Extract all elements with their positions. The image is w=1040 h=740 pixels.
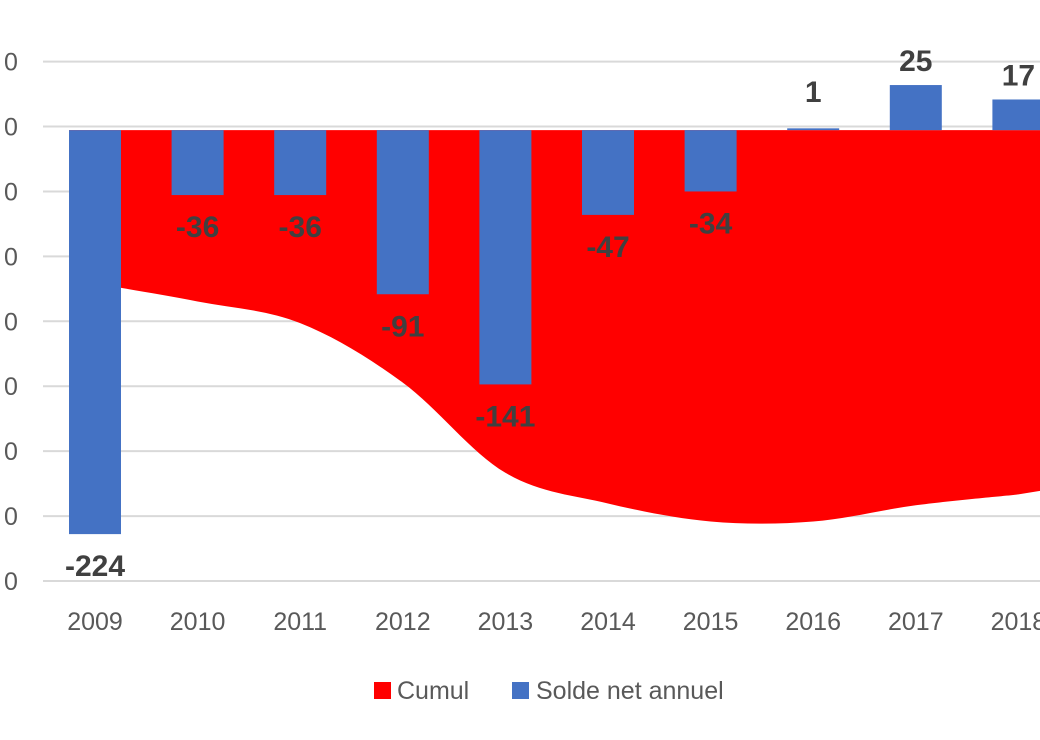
y-tick-label: 0: [4, 503, 18, 531]
data-label-2012: -91: [381, 310, 424, 343]
data-label-2015: -34: [689, 207, 733, 240]
bar-2016: [787, 128, 840, 131]
data-label-2014: -47: [586, 231, 629, 264]
data-label-2017: 25: [899, 45, 932, 78]
legend-swatch-solde-net-annuel: [512, 682, 529, 699]
data-label-2013: -141: [475, 400, 535, 433]
y-axis: 0 0 0 0 0 0 0 0 0: [4, 49, 18, 596]
bar-2015: [684, 130, 737, 192]
bar-2017: [889, 85, 942, 131]
bar-2009: [69, 130, 121, 535]
x-tick-label-2012: 2012: [375, 608, 431, 636]
y-tick-label: 0: [4, 49, 18, 77]
cumul-area-layer: [69, 130, 1040, 524]
data-label-2018: 17: [1002, 59, 1035, 92]
bar-layer: [69, 85, 1040, 535]
y-tick-label: 0: [4, 178, 18, 206]
x-tick-label-2018: 2018: [991, 608, 1040, 636]
bar-2012: [376, 130, 429, 295]
x-tick-label-2015: 2015: [683, 608, 739, 636]
x-tick-label-2011: 2011: [273, 608, 327, 636]
x-tick-label-2014: 2014: [580, 608, 636, 636]
bar-2013: [479, 130, 532, 385]
y-tick-label: 0: [4, 308, 18, 336]
legend-label-cumul: Cumul: [397, 677, 469, 705]
y-tick-label: 0: [4, 114, 18, 142]
x-tick-label-2013: 2013: [478, 608, 534, 636]
cumul-area: [69, 130, 1040, 524]
x-axis: 2009 2010 2011 2012 2013 2014 2015 2016 2017 2018: [67, 608, 1040, 636]
x-tick-label-2009: 2009: [67, 608, 123, 636]
data-label-2009: -224: [65, 550, 125, 583]
bar-2014: [582, 130, 634, 215]
legend-swatch-cumul: [374, 682, 391, 699]
y-tick-label: 0: [4, 243, 18, 271]
bar-2010: [171, 130, 224, 196]
x-tick-label-2016: 2016: [785, 608, 841, 636]
x-tick-label-2010: 2010: [170, 608, 226, 636]
y-tick-label: 0: [4, 373, 18, 401]
data-label-layer: -224 -36 -36 -91 -141 -47 -34 1 25 17: [65, 45, 1035, 583]
data-label-2016: 1: [805, 76, 822, 109]
y-tick-label: 0: [4, 568, 18, 596]
bar-2018: [992, 99, 1040, 131]
x-tick-label-2017: 2017: [888, 608, 944, 636]
legend-label-solde-net-annuel: Solde net annuel: [536, 677, 724, 705]
data-label-2011: -36: [279, 211, 322, 244]
y-tick-label: 0: [4, 438, 18, 466]
legend: Cumul Solde net annuel: [374, 677, 724, 705]
bar-2011: [274, 130, 327, 196]
data-label-2010: -36: [176, 211, 219, 244]
